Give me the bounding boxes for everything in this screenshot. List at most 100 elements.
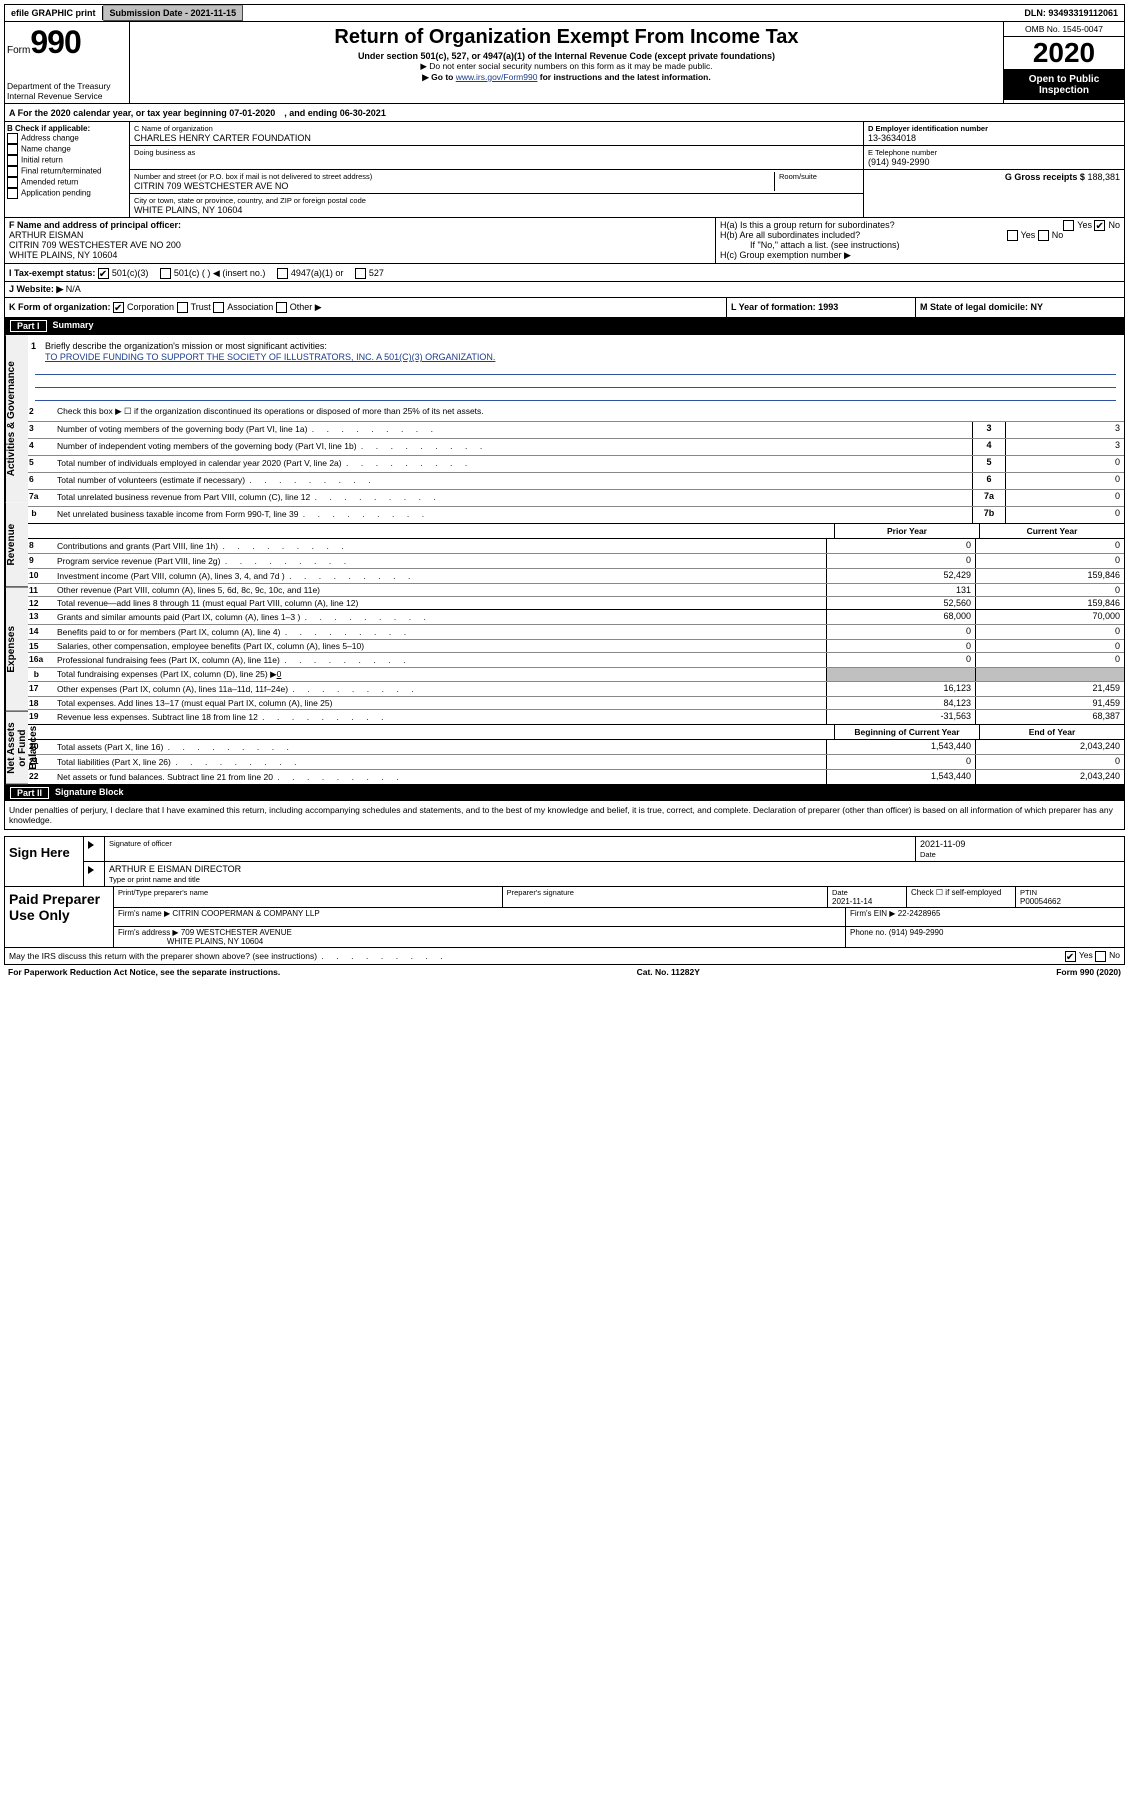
ha-no[interactable] [1094, 220, 1105, 231]
officer-addr2: WHITE PLAINS, NY 10604 [9, 250, 117, 260]
p18: 84,123 [826, 697, 975, 709]
l2: Check this box ▶ ☐ if the organization d… [55, 405, 1124, 421]
p16b [826, 668, 975, 681]
c19: 68,387 [975, 710, 1124, 724]
side-governance: Activities & Governance [5, 335, 28, 502]
paid-preparer-section: Paid Preparer Use Only Print/Type prepar… [4, 887, 1125, 948]
i-527[interactable] [355, 268, 366, 279]
form-note2: ▶ Go to www.irs.gov/Form990 for instruct… [134, 72, 999, 83]
firm-phone: (914) 949-2990 [889, 928, 944, 937]
c13: 70,000 [975, 610, 1124, 624]
paperwork-notice: For Paperwork Reduction Act Notice, see … [8, 967, 280, 977]
c16a: 0 [975, 653, 1124, 667]
gross-value: 188,381 [1087, 172, 1120, 182]
hb-no[interactable] [1038, 230, 1049, 241]
ha-label: H(a) Is this a group return for subordin… [720, 220, 895, 230]
penalty-text: Under penalties of perjury, I declare th… [4, 801, 1125, 830]
c16b [975, 668, 1124, 681]
c22: 2,043,240 [975, 770, 1124, 784]
city: WHITE PLAINS, NY 10604 [134, 205, 859, 215]
street: CITRIN 709 WESTCHESTER AVE NO [134, 181, 774, 191]
sign-here-row: Sign Here Signature of officer 2021-11-0… [4, 836, 1125, 887]
line-m: M State of legal domicile: NY [916, 298, 1124, 317]
l3: Number of voting members of the governin… [55, 422, 972, 438]
l1-value: TO PROVIDE FUNDING TO SUPPORT THE SOCIET… [45, 352, 1120, 362]
i-4947[interactable] [277, 268, 288, 279]
c20: 2,043,240 [975, 740, 1124, 754]
ha-yes[interactable] [1063, 220, 1074, 231]
paid-preparer-label: Paid Preparer Use Only [5, 887, 114, 947]
submission-date-button[interactable]: Submission Date - 2021-11-15 [103, 5, 244, 21]
i-501c[interactable] [160, 268, 171, 279]
form-number: Form990 [7, 24, 127, 61]
hb-yes[interactable] [1007, 230, 1018, 241]
p14: 0 [826, 625, 975, 639]
discuss-no[interactable] [1095, 951, 1106, 962]
checkbox-final[interactable] [7, 166, 18, 177]
dept-label: Department of the Treasury Internal Reve… [7, 81, 127, 101]
l5-val: 0 [1005, 456, 1124, 472]
k-trust[interactable] [177, 302, 188, 313]
p22: 1,543,440 [826, 770, 975, 784]
side-netassets: Net Assets or Fund Balances [5, 712, 28, 785]
check-self: Check ☐ if self-employed [911, 888, 1001, 897]
omb-number: OMB No. 1545-0047 [1004, 22, 1124, 37]
prep-sig-label: Preparer's signature [507, 888, 574, 897]
c17: 21,459 [975, 682, 1124, 696]
ein-label: D Employer identification number [868, 124, 1120, 133]
k-corp[interactable] [113, 302, 124, 313]
l18: Total expenses. Add lines 13–17 (must eq… [55, 697, 826, 709]
firm-name: CITRIN COOPERMAN & COMPANY LLP [172, 909, 319, 918]
checkbox-initial[interactable] [7, 155, 18, 166]
checkbox-amended[interactable] [7, 177, 18, 188]
p10: 52,429 [826, 569, 975, 583]
l6-val: 0 [1005, 473, 1124, 489]
c8: 0 [975, 539, 1124, 553]
h-current: Current Year [979, 524, 1124, 538]
h-end: End of Year [979, 725, 1124, 739]
p8: 0 [826, 539, 975, 553]
p11: 131 [826, 584, 975, 596]
l16a: Professional fundraising fees (Part IX, … [55, 653, 826, 667]
part1-header: Part ISummary [4, 318, 1125, 334]
c21: 0 [975, 755, 1124, 769]
l13: Grants and similar amounts paid (Part IX… [55, 610, 826, 624]
l5: Total number of individuals employed in … [55, 456, 972, 472]
cat-no: Cat. No. 11282Y [637, 967, 700, 977]
c14: 0 [975, 625, 1124, 639]
p20: 1,543,440 [826, 740, 975, 754]
officer-addr1: CITRIN 709 WESTCHESTER AVE NO 200 [9, 240, 181, 250]
arrow-icon [88, 866, 94, 874]
l21: Total liabilities (Part X, line 26) [55, 755, 826, 769]
l10: Investment income (Part VIII, column (A)… [55, 569, 826, 583]
side-revenue: Revenue [5, 502, 28, 587]
form-title: Return of Organization Exempt From Incom… [134, 26, 999, 49]
i-501c3[interactable] [98, 268, 109, 279]
checkbox-address[interactable] [7, 133, 18, 144]
c10: 159,846 [975, 569, 1124, 583]
website-value: N/A [66, 284, 81, 294]
p13: 68,000 [826, 610, 975, 624]
irs-link[interactable]: www.irs.gov/Form990 [456, 72, 538, 82]
l22: Net assets or fund balances. Subtract li… [55, 770, 826, 784]
efile-label: efile GRAPHIC print [5, 6, 103, 20]
line-a: A For the 2020 calendar year, or tax yea… [4, 104, 1125, 122]
checkbox-name[interactable] [7, 144, 18, 155]
discuss-row: May the IRS discuss this return with the… [4, 948, 1125, 965]
k-assoc[interactable] [213, 302, 224, 313]
section-fh: F Name and address of principal officer:… [4, 218, 1125, 264]
discuss-yes[interactable] [1065, 951, 1076, 962]
box-b: B Check if applicable: Address change Na… [5, 122, 130, 217]
officer-name-typed: ARTHUR E EISMAN DIRECTOR [109, 864, 241, 874]
l15: Salaries, other compensation, employee b… [55, 640, 826, 652]
k-other[interactable] [276, 302, 287, 313]
l7a-val: 0 [1005, 490, 1124, 506]
tax-year: 2020 [1004, 37, 1124, 70]
inspection-label: Open to Public Inspection [1004, 70, 1124, 100]
h-begin: Beginning of Current Year [834, 725, 979, 739]
checkbox-pending[interactable] [7, 188, 18, 199]
name-label: C Name of organization [134, 124, 859, 133]
sig-date: 2021-11-09 [920, 839, 965, 849]
p19: -31,563 [826, 710, 975, 724]
l7b-val: 0 [1005, 507, 1124, 523]
